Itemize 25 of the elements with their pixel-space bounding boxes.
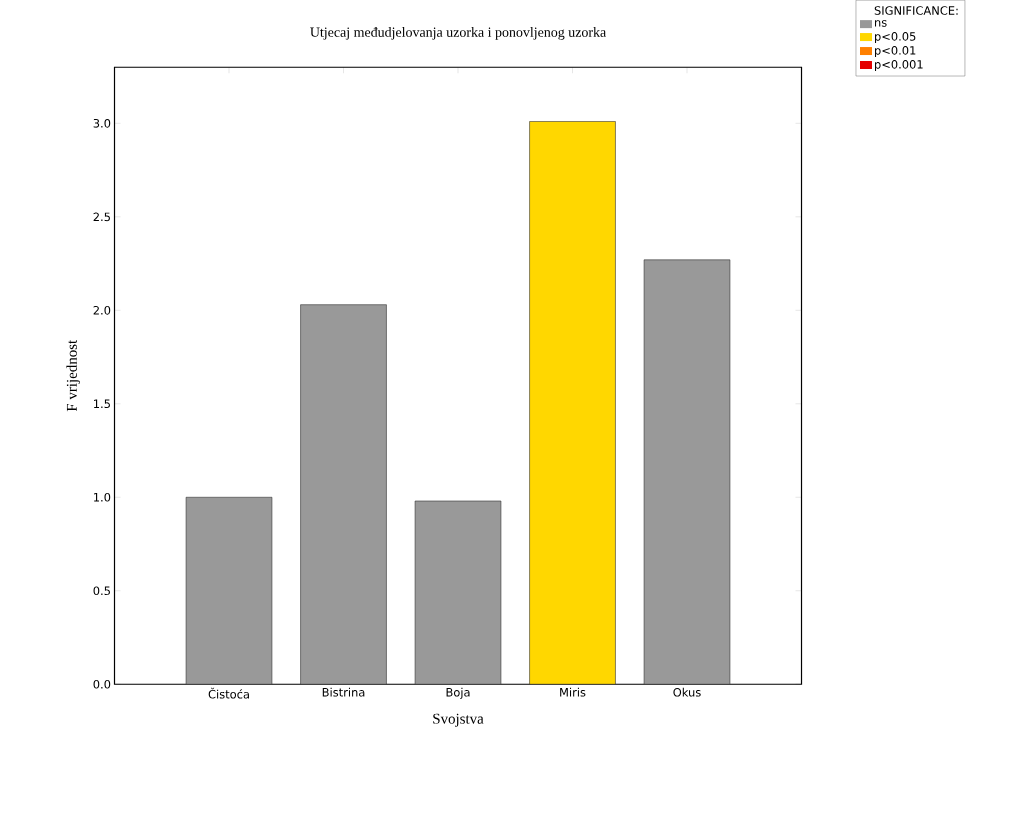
y-tick-label: 1.5 [94,399,110,409]
x-tick-label: Bistrina [322,687,365,697]
legend-label: p<0.05 [875,32,916,43]
legend-label: p<0.01 [875,46,916,57]
y-axis-title: F vrijednost [66,339,80,412]
y-tick-label: 2.0 [93,306,111,315]
x-tick-label: Boja [446,687,470,699]
x-tick-label: Okus [673,687,701,697]
bar [185,497,273,685]
y-tick-label: 2.5 [93,212,110,222]
bar [300,304,387,685]
legend-label: ns [875,20,887,27]
bar [414,500,502,685]
y-tick-label: 1.0 [94,493,111,502]
x-tick-label: Čistoća [208,687,249,699]
x-axis-title: Svojstva [433,713,484,727]
legend-label: p<0.001 [875,60,923,71]
bar [643,259,731,685]
y-tick-label: 0.0 [93,679,111,689]
bar [529,121,616,685]
x-tick-label: Miris [560,687,586,697]
y-tick-label: 0.5 [93,586,110,596]
chart-title: Utjecaj međudjelovanja uzorka i ponovljenog uzorka [310,27,606,40]
y-tick-label: 3.0 [93,119,111,128]
legend-title: SIGNIFICANCE: [874,6,958,15]
